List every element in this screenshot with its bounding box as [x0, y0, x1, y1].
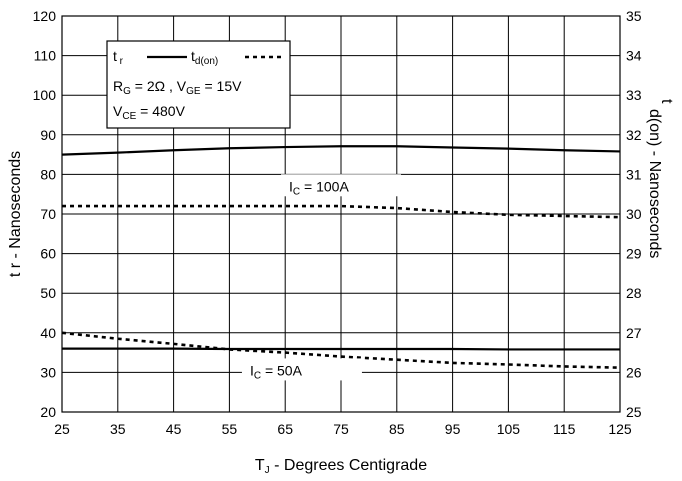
- y2-tick-label: 32: [626, 127, 642, 143]
- y2-axis-label: d(on) - Nanoseconds: [646, 109, 663, 258]
- y2-tick-label: 30: [626, 206, 642, 222]
- legend-label: td(on): [191, 48, 218, 67]
- x-tick-label: 85: [389, 421, 405, 437]
- y-tick-label: 40: [40, 325, 56, 341]
- curve-annotation: IC = 50A: [250, 362, 303, 381]
- annotation-background: [281, 174, 401, 197]
- y2-axis-label-group: t d(on) - Nanoseconds: [646, 99, 675, 258]
- x-tick-label: 75: [333, 421, 349, 437]
- y2-tick-label: 28: [626, 285, 642, 301]
- annotation-background: [241, 358, 362, 381]
- series-line: [62, 347, 620, 351]
- legend-conditions: RG = 2Ω , VGE = 15V: [113, 78, 242, 97]
- curve-annotation: IC = 100A: [289, 178, 349, 197]
- y-tick-label: 50: [40, 285, 56, 301]
- x-tick-label: 95: [445, 421, 461, 437]
- y-tick-label: 90: [40, 127, 56, 143]
- y2-tick-label: 25: [626, 404, 642, 420]
- y-tick-label: 60: [40, 246, 56, 262]
- plot-border: [61, 15, 621, 413]
- y-tick-label: 110: [34, 48, 57, 64]
- legend-box: [106, 40, 291, 129]
- legend-conditions: VCE = 480V: [113, 103, 186, 122]
- series-line: [62, 204, 621, 219]
- y-tick-label: 20: [40, 404, 56, 420]
- x-tick-label: 115: [553, 421, 576, 437]
- y2-tick-label: 26: [626, 364, 642, 380]
- y-tick-label: 120: [33, 8, 57, 24]
- x-tick-label: 65: [277, 421, 293, 437]
- series-line: [61, 145, 621, 156]
- legend-label: t r: [113, 48, 124, 67]
- x-tick-label: 55: [222, 421, 238, 437]
- x-axis-label: TJ - Degrees Centigrade: [255, 457, 427, 476]
- y2-tick-label: 33: [626, 87, 642, 103]
- y-axis-label: t r - Nanoseconds: [7, 151, 24, 277]
- y2-tick-label: 27: [626, 325, 642, 341]
- y2-axis-label-prefix: t: [658, 99, 675, 104]
- y-tick-label: 80: [40, 166, 56, 182]
- series-line: [61, 331, 621, 369]
- x-tick-label: 125: [608, 421, 632, 437]
- y2-tick-label: 31: [626, 166, 642, 182]
- x-tick-label: 105: [497, 421, 521, 437]
- y2-tick-label: 34: [626, 48, 642, 64]
- x-tick-label: 45: [166, 421, 182, 437]
- y-tick-label: 30: [40, 364, 56, 380]
- y-tick-label: 70: [40, 206, 56, 222]
- x-tick-label: 25: [54, 421, 70, 437]
- y2-tick-label: 29: [626, 246, 642, 262]
- y-tick-label: 100: [33, 87, 57, 103]
- x-tick-label: 35: [110, 421, 126, 437]
- y2-tick-label: 35: [626, 8, 642, 24]
